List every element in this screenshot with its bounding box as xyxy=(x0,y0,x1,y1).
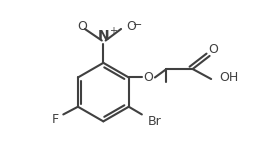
Text: O: O xyxy=(78,20,88,33)
Text: +: + xyxy=(109,25,117,36)
Text: −: − xyxy=(133,20,142,30)
Text: N: N xyxy=(97,29,109,43)
Text: O: O xyxy=(209,43,218,56)
Text: O: O xyxy=(127,20,136,33)
Text: Br: Br xyxy=(148,115,162,128)
Text: F: F xyxy=(51,112,58,126)
Text: OH: OH xyxy=(219,71,238,84)
Text: O: O xyxy=(143,71,153,84)
